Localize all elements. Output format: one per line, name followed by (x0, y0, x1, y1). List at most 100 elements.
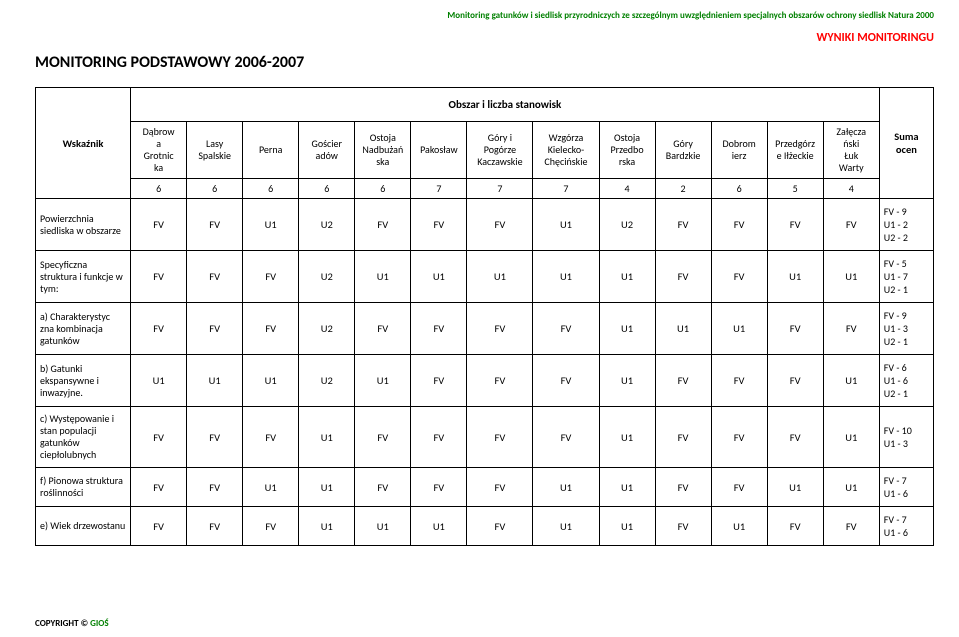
data-cell: U1 (533, 251, 599, 303)
area-header-12: Załęcza ński Łuk Warty (823, 122, 879, 179)
header-row-areas: Dąbrow a Grotnic ka Lasy Spalskie Perna … (36, 122, 934, 179)
data-cell: FV (467, 303, 533, 355)
data-cell: FV (131, 407, 187, 468)
suma-cell: FV - 5 U1 - 7 U2 - 1 (879, 251, 933, 303)
data-cell: FV (655, 507, 711, 546)
data-cell: U1 (355, 507, 411, 546)
header-wskaznik: Wskaźnik (36, 88, 131, 199)
data-cell: U1 (411, 251, 467, 303)
data-cell: FV (467, 355, 533, 407)
table-row: Powierzchnia siedliska w obszarzeFVFVU1U… (36, 199, 934, 251)
data-cell: U1 (243, 355, 299, 407)
row-label: a) Charakterystyc zna kombinacja gatunkó… (36, 303, 131, 355)
row-label: Powierzchnia siedliska w obszarze (36, 199, 131, 251)
data-cell: FV (711, 468, 767, 507)
data-cell: U1 (767, 468, 823, 507)
table-row: a) Charakterystyc zna kombinacja gatunkó… (36, 303, 934, 355)
table-row: b) Gatunki ekspansywne i inwazyjne.U1U1U… (36, 355, 934, 407)
data-cell: FV (767, 507, 823, 546)
data-cell: FV (767, 303, 823, 355)
data-cell: U1 (599, 251, 655, 303)
data-cell: FV (187, 251, 243, 303)
data-cell: U1 (355, 251, 411, 303)
count-6: 7 (467, 179, 533, 199)
data-cell: U1 (823, 251, 879, 303)
area-header-0: Dąbrow a Grotnic ka (131, 122, 187, 179)
data-cell: FV (411, 355, 467, 407)
area-header-10: Dobrom ierz (711, 122, 767, 179)
data-cell: FV (355, 468, 411, 507)
data-cell: U1 (299, 407, 355, 468)
data-cell: FV (243, 507, 299, 546)
area-header-9: Góry Bardzkie (655, 122, 711, 179)
data-cell: FV (187, 468, 243, 507)
count-0: 6 (131, 179, 187, 199)
data-cell: U1 (599, 468, 655, 507)
suma-cell: FV - 9 U1 - 3 U2 - 1 (879, 303, 933, 355)
data-cell: U2 (299, 355, 355, 407)
area-header-4: Ostoja Nadbużań ska (355, 122, 411, 179)
suma-cell: FV - 6 U1 - 6 U2 - 1 (879, 355, 933, 407)
monitoring-table-container: Wskaźnik Obszar i liczba stanowisk Suma … (0, 87, 959, 546)
data-cell: U1 (243, 468, 299, 507)
data-cell: U1 (599, 507, 655, 546)
data-cell: U1 (599, 355, 655, 407)
header-natura-2000: Monitoring gatunków i siedlisk przyrodni… (0, 0, 959, 21)
header-obszar: Obszar i liczba stanowisk (131, 88, 880, 122)
data-cell: U2 (299, 251, 355, 303)
suma-cell: FV - 10 U1 - 3 (879, 407, 933, 468)
data-cell: FV (655, 407, 711, 468)
data-cell: U2 (299, 199, 355, 251)
header-row-obszar: Wskaźnik Obszar i liczba stanowisk Suma … (36, 88, 934, 122)
count-7: 7 (533, 179, 599, 199)
area-header-3: Gościer adów (299, 122, 355, 179)
data-cell: FV (467, 407, 533, 468)
data-cell: FV (467, 199, 533, 251)
suma-cell: FV - 9 U1 - 2 U2 - 2 (879, 199, 933, 251)
data-cell: FV (355, 303, 411, 355)
suma-cell: FV - 7 U1 - 6 (879, 468, 933, 507)
data-cell: FV (187, 407, 243, 468)
data-cell: FV (711, 407, 767, 468)
data-cell: FV (243, 251, 299, 303)
data-cell: FV (767, 199, 823, 251)
data-cell: FV (711, 355, 767, 407)
data-cell: U2 (299, 303, 355, 355)
data-cell: FV (823, 303, 879, 355)
count-8: 4 (599, 179, 655, 199)
data-cell: FV (411, 303, 467, 355)
data-cell: FV (533, 407, 599, 468)
data-cell: U1 (711, 507, 767, 546)
data-cell: U2 (599, 199, 655, 251)
data-cell: U1 (655, 303, 711, 355)
data-cell: FV (467, 507, 533, 546)
area-header-11: Przedgórz e Iłżeckie (767, 122, 823, 179)
area-header-7: Wzgórza Kielecko- Chęcińskie (533, 122, 599, 179)
table-row: Specyficzna struktura i funkcje w tym:FV… (36, 251, 934, 303)
data-cell: FV (823, 507, 879, 546)
row-label: c) Występowanie i stan populacji gatunkó… (36, 407, 131, 468)
data-cell: FV (655, 468, 711, 507)
data-cell: FV (655, 199, 711, 251)
data-cell: FV (243, 407, 299, 468)
area-header-6: Góry i Pogórze Kaczawskie (467, 122, 533, 179)
row-label: b) Gatunki ekspansywne i inwazyjne. (36, 355, 131, 407)
data-cell: U1 (131, 355, 187, 407)
row-label: f) Pionowa struktura roślinności (36, 468, 131, 507)
page-title: MONITORING PODSTAWOWY 2006-2007 (0, 50, 959, 87)
data-cell: FV (131, 303, 187, 355)
count-10: 6 (711, 179, 767, 199)
data-cell: U1 (767, 251, 823, 303)
area-header-8: Ostoja Przedbo rska (599, 122, 655, 179)
count-9: 2 (655, 179, 711, 199)
header-results: WYNIKI MONITORINGU (0, 21, 959, 50)
table-row: f) Pionowa struktura roślinnościFVFVU1U1… (36, 468, 934, 507)
data-cell: FV (131, 251, 187, 303)
data-cell: FV (243, 303, 299, 355)
data-cell: U1 (823, 407, 879, 468)
data-rows: Powierzchnia siedliska w obszarzeFVFVU1U… (36, 199, 934, 546)
data-cell: U1 (299, 468, 355, 507)
data-cell: U1 (467, 251, 533, 303)
count-4: 6 (355, 179, 411, 199)
data-cell: FV (411, 468, 467, 507)
